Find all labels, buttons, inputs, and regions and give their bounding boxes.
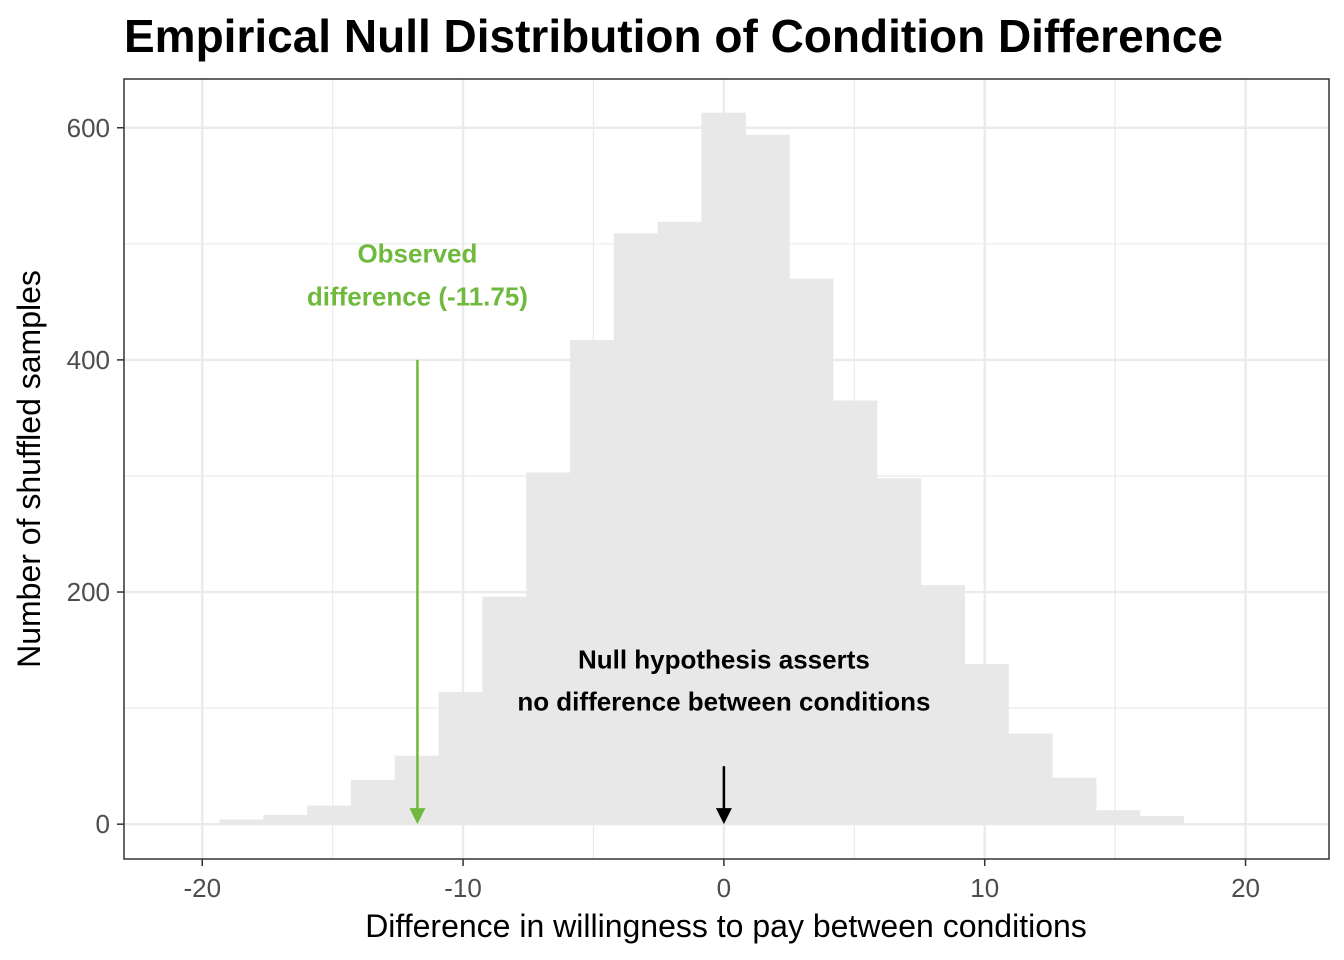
annotation-arrow-head: [715, 808, 732, 825]
y-axis-ticks: 0 200 400 600: [67, 113, 124, 839]
y-tick-label: 600: [67, 113, 110, 143]
histogram-bar: [964, 664, 1009, 825]
y-tick-label: 0: [96, 809, 110, 839]
chart-title: Empirical Null Distribution of Condition…: [124, 10, 1223, 62]
annotation-text: Observed: [357, 238, 477, 268]
y-tick-label: 400: [67, 345, 110, 375]
histogram-bar: [920, 585, 965, 825]
x-tick-label: 20: [1231, 873, 1260, 903]
chart-annotations: Observed difference (-11.75) Null hypothes…: [307, 238, 930, 825]
histogram-bar: [657, 221, 703, 825]
histogram-bar: [482, 596, 527, 825]
histogram-bar: [1139, 816, 1185, 825]
plot-panel-border: [123, 78, 1330, 860]
histogram-bar: [263, 814, 308, 825]
y-axis-title: Number of shuffled samples: [11, 270, 47, 668]
histogram-bar: [745, 134, 790, 825]
annotation-text: Null hypothesis asserts: [578, 645, 870, 675]
histogram-bar: [1052, 777, 1097, 825]
histogram-bar: [438, 691, 483, 825]
x-tick-label: 10: [970, 873, 999, 903]
annotation-text: no difference between conditions: [517, 686, 930, 716]
histogram-bar: [219, 819, 264, 825]
annotation-arrow-head: [409, 808, 426, 825]
histogram-bar: [789, 278, 834, 825]
histogram-bar: [307, 805, 352, 825]
y-tick-label: 200: [67, 577, 110, 607]
x-tick-label: -10: [444, 873, 482, 903]
histogram-bar: [832, 400, 878, 825]
x-axis-title: Difference in willingness to pay between…: [365, 908, 1087, 944]
histogram-bars: [219, 112, 1185, 825]
histogram-bar: [1095, 810, 1141, 825]
histogram-bar: [613, 233, 659, 825]
histogram-bar: [350, 780, 396, 825]
annotation-text: difference (-11.75): [307, 281, 528, 311]
x-tick-label: 0: [717, 873, 731, 903]
x-axis-ticks: -20 -10 0 10 20: [183, 859, 1260, 903]
histogram-bar: [701, 112, 746, 825]
histogram-bar: [570, 340, 615, 825]
x-tick-label: -20: [183, 873, 221, 903]
histogram-bar: [876, 478, 922, 825]
histogram-bar: [1008, 733, 1053, 825]
histogram-bar: [526, 472, 571, 825]
